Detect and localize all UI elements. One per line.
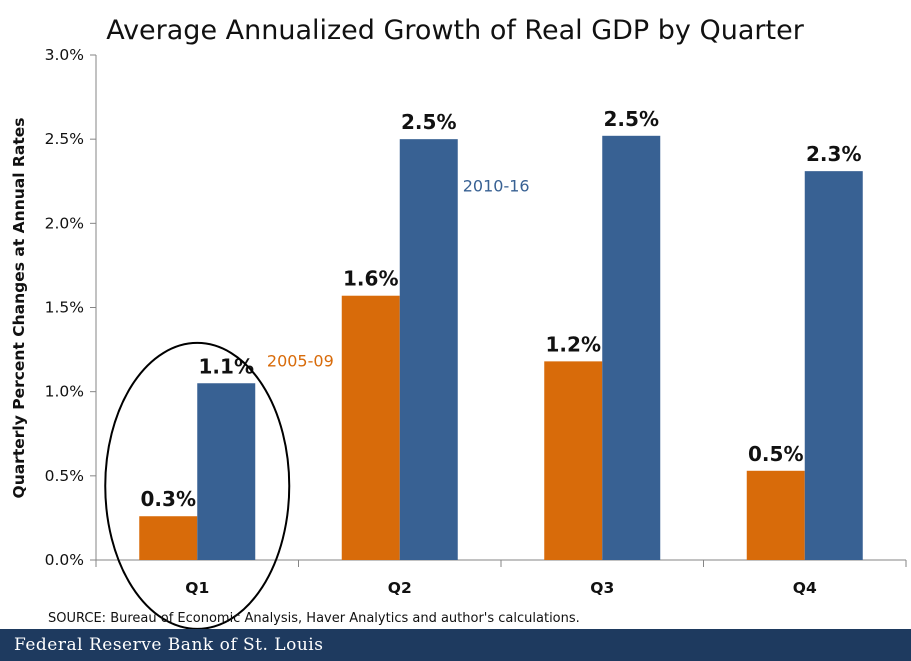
data-label: 1.1% bbox=[199, 354, 254, 378]
bar bbox=[139, 516, 198, 560]
y-tick-label: 1.5% bbox=[45, 299, 84, 317]
bar bbox=[746, 470, 805, 560]
data-label: 2.5% bbox=[401, 110, 456, 134]
data-label: 1.2% bbox=[546, 332, 601, 356]
bar bbox=[341, 295, 400, 560]
y-tick-label: 2.5% bbox=[45, 130, 84, 148]
data-label: 0.3% bbox=[141, 487, 196, 511]
y-tick-label: 3.0% bbox=[45, 46, 84, 64]
highlight-ellipse bbox=[104, 341, 291, 629]
y-axis-label: Quarterly Percent Changes at Annual Rate… bbox=[10, 118, 28, 499]
bar bbox=[602, 135, 661, 561]
footer-banner: Federal Reserve Bank of St. Louis bbox=[0, 629, 911, 661]
y-tick-label: 0.5% bbox=[45, 467, 84, 485]
x-tick-label: Q1 bbox=[185, 579, 209, 597]
data-label: 0.5% bbox=[748, 442, 803, 466]
bar bbox=[544, 361, 603, 560]
chart-title: Average Annualized Growth of Real GDP by… bbox=[106, 15, 805, 46]
y-tick-label: 1.0% bbox=[45, 383, 84, 401]
source-note: SOURCE: Bureau of Economic Analysis, Hav… bbox=[48, 611, 580, 626]
plot-area: 0.0% 0.5% 1.0% 1.5% 2.0% 2.5% 3.0% Q1 Q2 Q3 Q4 0.3%… bbox=[45, 46, 907, 629]
bar bbox=[804, 171, 863, 560]
footer-text: Federal Reserve Bank of St. Louis bbox=[14, 635, 324, 655]
series-label: 2010-16 bbox=[463, 176, 530, 195]
chart: Average Annualized Growth of Real GDP by… bbox=[10, 15, 907, 629]
y-tick-label: 2.0% bbox=[45, 214, 84, 232]
data-label: 2.5% bbox=[604, 107, 659, 131]
bar bbox=[399, 139, 458, 560]
bar bbox=[197, 383, 256, 560]
data-label: 1.6% bbox=[343, 267, 398, 291]
x-tick-label: Q3 bbox=[590, 579, 614, 597]
data-label: 2.3% bbox=[806, 142, 861, 166]
x-tick-label: Q2 bbox=[388, 579, 412, 597]
x-tick-label: Q4 bbox=[793, 579, 817, 597]
y-tick-label: 0.0% bbox=[45, 551, 84, 569]
series-label: 2005-09 bbox=[267, 351, 334, 370]
